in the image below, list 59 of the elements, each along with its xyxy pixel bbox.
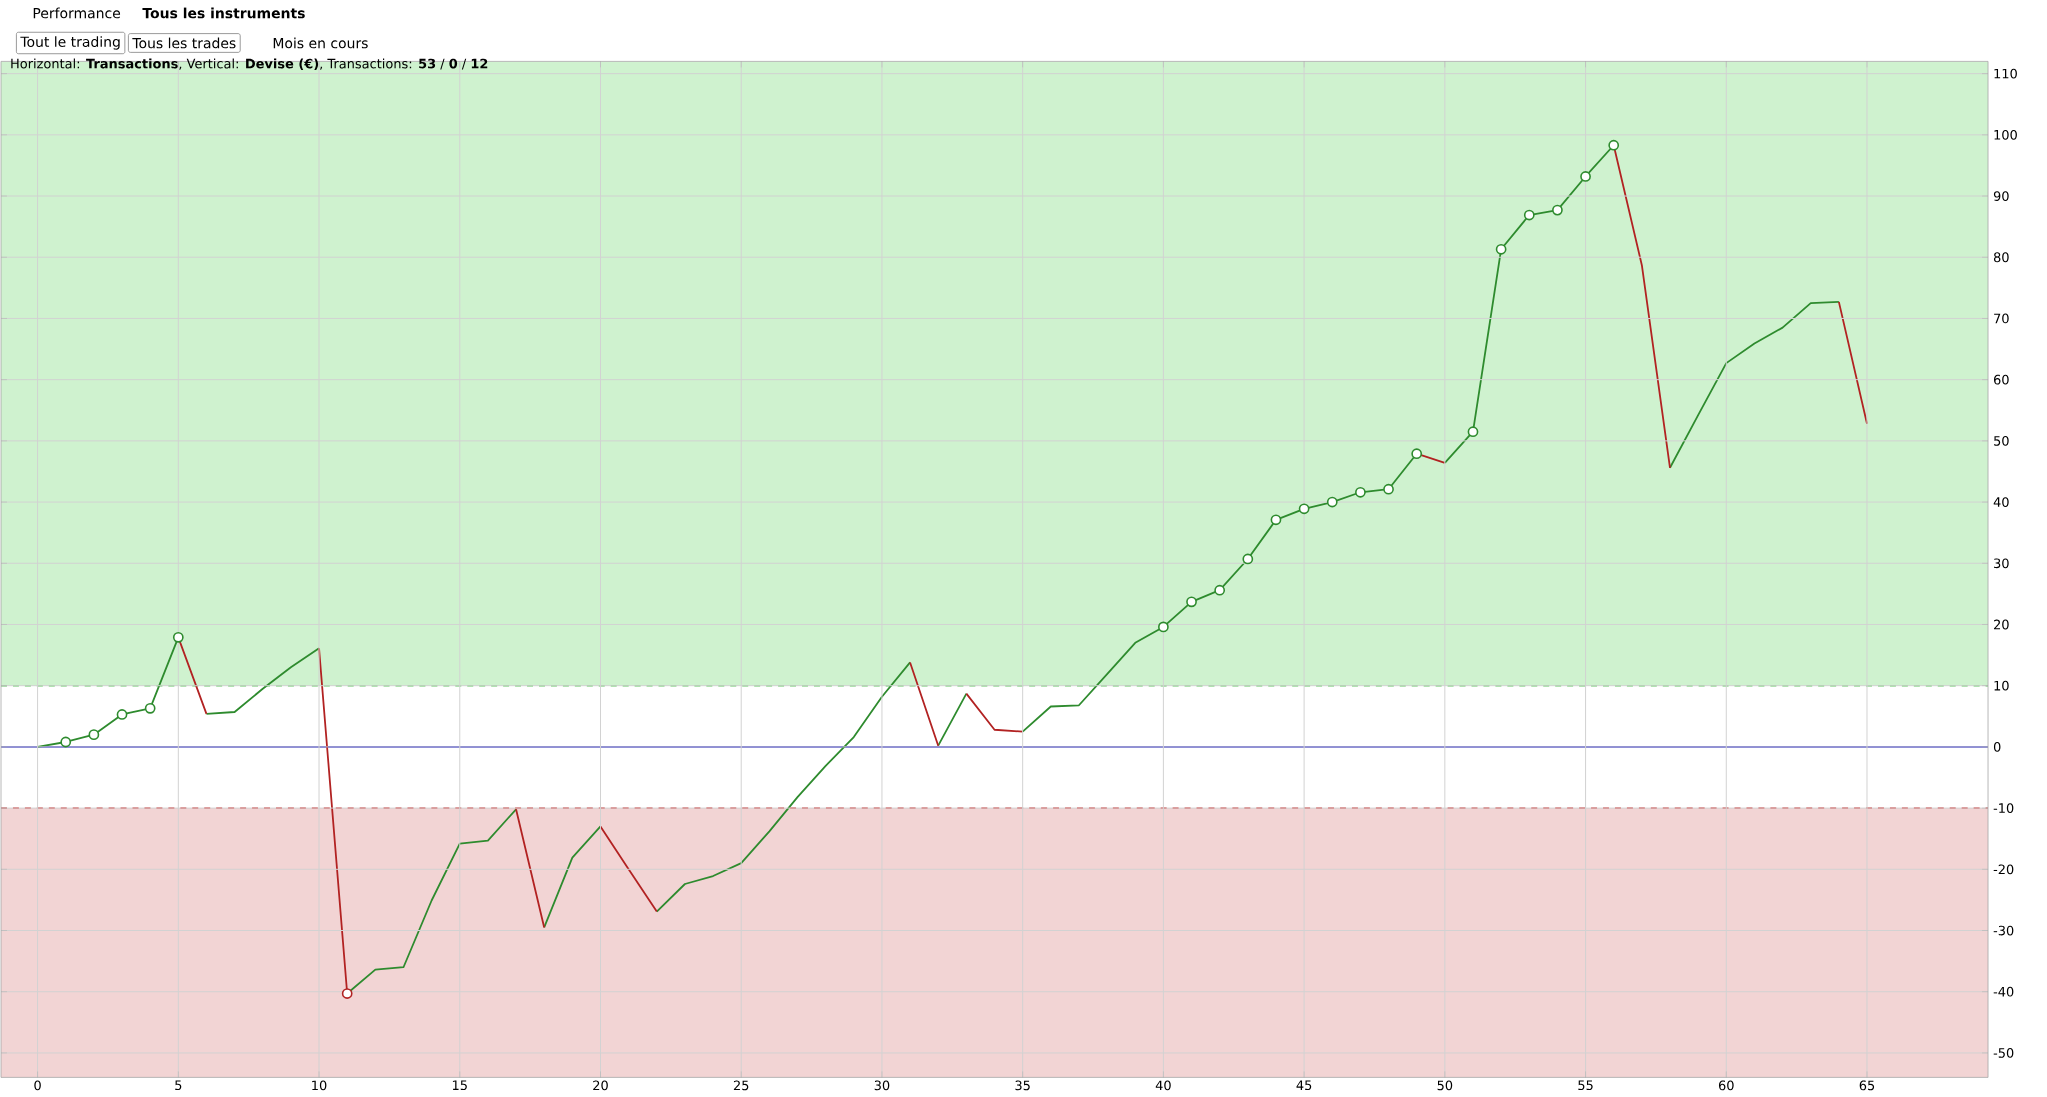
- y-tick-label: -20: [1993, 864, 2014, 875]
- point: [1355, 486, 1366, 498]
- y-tick-label: 40: [1993, 497, 2009, 507]
- text: Performance: [33, 7, 121, 19]
- x-tick-label: 0: [34, 1080, 41, 1091]
- point: [1608, 139, 1620, 151]
- y-tick-label: -50: [1993, 1048, 2014, 1058]
- y-tick-label: 100: [1994, 129, 2017, 140]
- y-tick-label: 80: [1993, 252, 2009, 263]
- y-tick-label: 0: [1993, 742, 2001, 752]
- y-tick-label: 110: [1994, 68, 2017, 79]
- point: [60, 736, 72, 748]
- point: [1214, 584, 1226, 596]
- y-tick-label: 50: [1994, 435, 2009, 446]
- y-tick-label: 30: [1994, 558, 2009, 569]
- point: [1580, 171, 1591, 182]
- point: [1467, 426, 1479, 438]
- y-tick-label: 20: [1994, 619, 2009, 630]
- x-tick-label: 25: [733, 1080, 749, 1091]
- y-tick-label: 70: [1994, 313, 2009, 324]
- y-tick-label: -30: [1993, 925, 2014, 936]
- text: Mois en cours: [273, 37, 368, 49]
- x-tick-label: 40: [1155, 1080, 1171, 1091]
- x-tick-label: 55: [1578, 1080, 1593, 1091]
- x-tick-label: 10: [312, 1080, 327, 1091]
- point: [1242, 553, 1254, 565]
- y-tick-label: 60: [1993, 374, 2009, 385]
- point: [1298, 503, 1310, 515]
- x-tick-label: 45: [1296, 1080, 1312, 1091]
- x-tick-label: 20: [593, 1080, 608, 1091]
- chart-title: Horizontal: Transactions, Vertical: Devise (€), Transactions: 53 / 0 / 12: [11, 58, 488, 71]
- text: Tous les instruments: [142, 7, 305, 19]
- point: [1495, 243, 1507, 255]
- point: [172, 631, 184, 643]
- point: [1326, 496, 1338, 508]
- point: [1158, 621, 1169, 633]
- y-tick-label: -40: [1993, 986, 2014, 997]
- x-tick-label: 65: [1859, 1080, 1875, 1091]
- point: [1270, 514, 1282, 526]
- x-tick-label: 50: [1437, 1080, 1453, 1091]
- x-tick-label: 60: [1718, 1080, 1734, 1091]
- text: Tous les trades: [132, 37, 236, 49]
- point: [1383, 483, 1394, 495]
- y-tick-label: -10: [1993, 803, 2014, 813]
- text: Tout le trading: [20, 36, 120, 50]
- point: [341, 988, 353, 999]
- point: [1552, 204, 1563, 216]
- point: [1186, 596, 1197, 608]
- point: [1523, 209, 1535, 221]
- y-tick-label: 90: [1993, 191, 2009, 201]
- y-tick-label: 10: [1994, 680, 2009, 691]
- x-tick-label: 30: [874, 1080, 890, 1091]
- x-tick-label: 5: [175, 1080, 182, 1091]
- point: [1411, 448, 1423, 460]
- point: [116, 709, 128, 720]
- point: [144, 702, 156, 714]
- x-tick-label: 35: [1015, 1080, 1030, 1091]
- x-tick-label: 15: [452, 1080, 467, 1091]
- point: [88, 729, 100, 741]
